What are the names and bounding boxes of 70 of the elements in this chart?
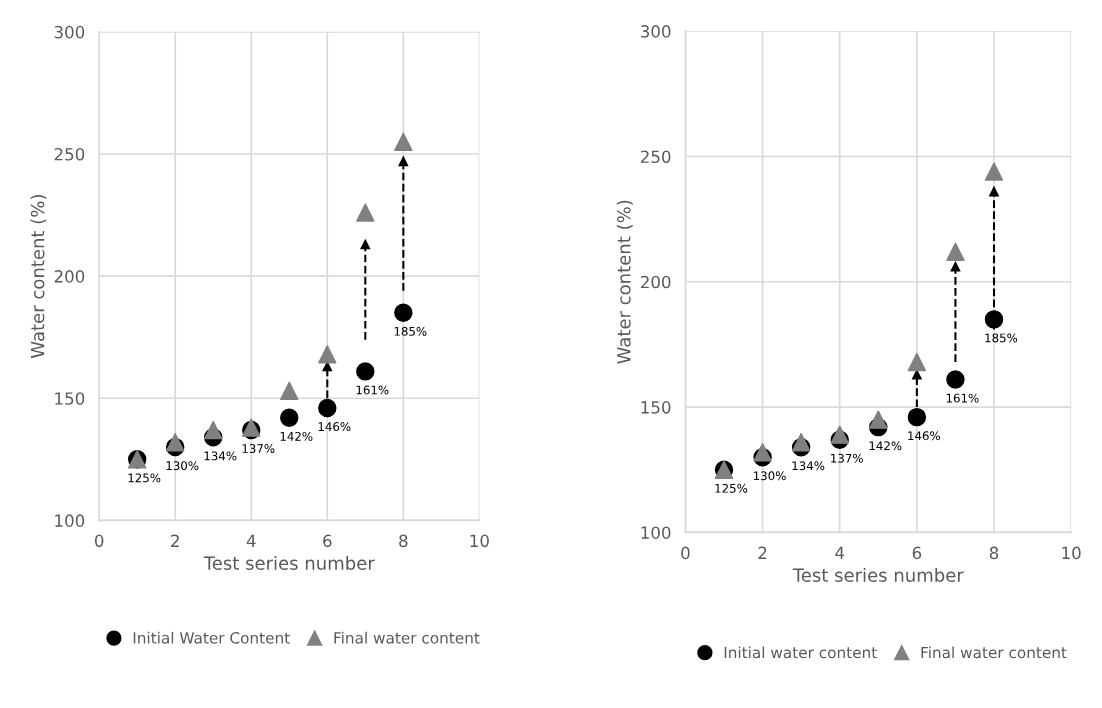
point <box>394 132 413 151</box>
y-axis-title: Water content (%) <box>30 195 47 359</box>
point <box>946 370 965 389</box>
x-tick-label: 0 <box>94 534 104 548</box>
point <box>318 398 337 418</box>
data-label: 137% <box>831 453 863 463</box>
point <box>830 425 849 444</box>
point <box>989 186 999 197</box>
point <box>869 410 888 429</box>
legend-label: Final water content <box>334 631 480 644</box>
data-label: 125% <box>715 483 748 493</box>
y-axis-title: Water content (%) <box>616 200 633 364</box>
y-tick-label: 200 <box>54 270 85 283</box>
point <box>204 420 223 440</box>
legend-label: Initial water content <box>724 646 877 659</box>
legend-label: Initial Water Content <box>133 631 290 644</box>
y-tick-label: 300 <box>641 25 671 38</box>
point <box>280 408 299 427</box>
x-tick-label: 8 <box>989 546 999 560</box>
data-label: 146% <box>908 431 941 441</box>
y-tick-label: 100 <box>641 526 671 539</box>
point <box>356 362 375 381</box>
data-label: 161% <box>946 393 979 403</box>
point <box>360 239 371 250</box>
data-label: 142% <box>280 431 313 441</box>
data-label: 185% <box>394 326 427 336</box>
y-tick-label: 150 <box>55 392 85 405</box>
legend-label: Final water content <box>921 646 1067 659</box>
x-tick-label: 4 <box>246 534 256 547</box>
x-tick-label: 10 <box>470 534 489 548</box>
point <box>753 443 772 462</box>
x-tick-label: 4 <box>835 546 845 559</box>
y-tick-label: 250 <box>54 147 85 161</box>
x-tick-label: 6 <box>912 546 922 560</box>
point <box>946 242 965 261</box>
y-tick-label: 300 <box>54 25 85 39</box>
x-axis-title: Test series number <box>203 555 375 570</box>
y-tick-label: 250 <box>640 150 671 164</box>
point <box>166 433 185 452</box>
x-tick-label: 0 <box>681 546 690 560</box>
y-tick-label: 200 <box>640 275 671 289</box>
point <box>907 407 927 427</box>
data-label: 161% <box>356 385 389 395</box>
point <box>398 156 409 167</box>
x-axis-title: Test series number <box>792 567 964 582</box>
x-tick-label: 8 <box>399 534 408 548</box>
data-label: 134% <box>792 461 825 471</box>
data-label: 130% <box>166 461 199 471</box>
data-label: 185% <box>985 333 1018 343</box>
data-label: 130% <box>753 471 786 481</box>
x-tick-label: 2 <box>171 534 179 547</box>
data-label: 125% <box>128 473 161 483</box>
point <box>318 345 337 364</box>
data-label: 134% <box>204 451 237 461</box>
point <box>356 203 375 222</box>
point <box>950 261 961 272</box>
point <box>907 352 927 372</box>
point <box>984 162 1004 181</box>
y-tick-label: 100 <box>55 514 85 527</box>
point <box>280 381 299 401</box>
x-tick-label: 2 <box>758 546 767 559</box>
data-label: 137% <box>242 444 275 454</box>
point <box>791 432 811 452</box>
point <box>394 303 413 322</box>
data-label: 146% <box>318 422 351 432</box>
x-tick-label: 6 <box>323 534 332 548</box>
y-tick-label: 150 <box>641 401 671 414</box>
data-label: 142% <box>869 441 902 451</box>
x-tick-label: 10 <box>1062 546 1081 560</box>
point <box>984 310 1004 329</box>
